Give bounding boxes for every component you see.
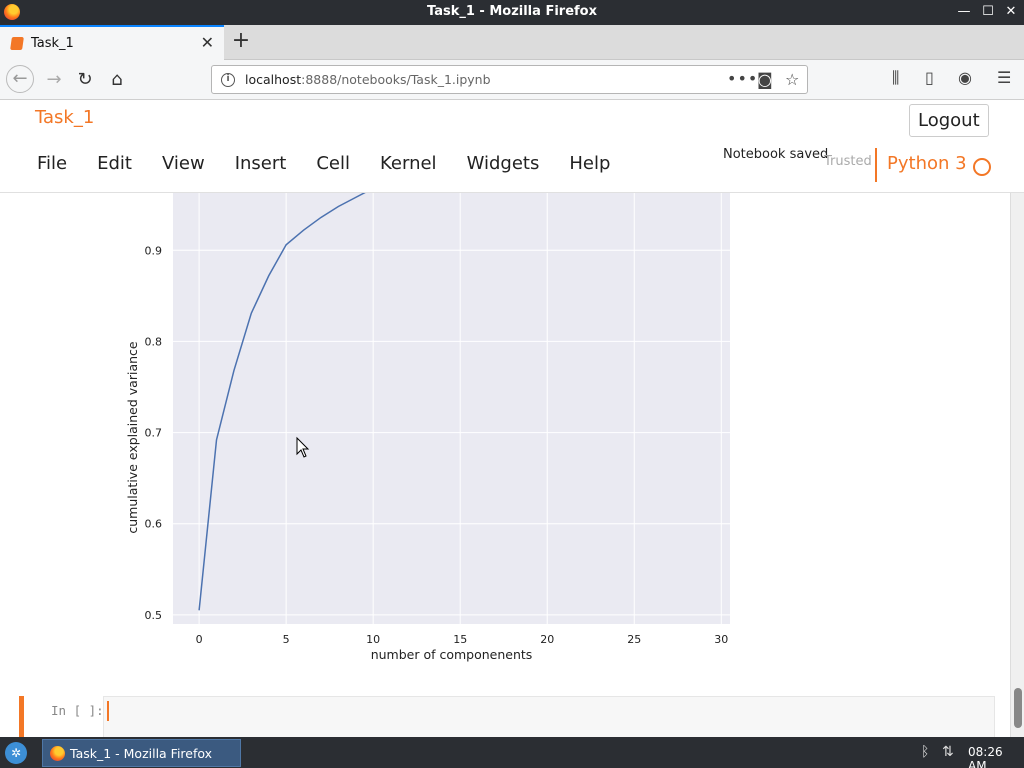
text-cursor [107,701,109,721]
y-tick-label: 0.8 [145,335,163,348]
home-icon[interactable]: ⌂ [111,69,123,90]
notebook-status: Notebook saved [723,147,829,162]
kernel-separator [875,148,877,182]
menu-item-widgets[interactable]: Widgets [466,153,540,174]
jupyter-notebook-icon [10,37,24,50]
back-arrow-icon[interactable]: ← [6,65,34,93]
x-tick-label: 25 [627,633,641,646]
menu-item-file[interactable]: File [37,153,68,174]
forward-arrow-icon[interactable]: → [46,69,62,90]
site-info-icon[interactable]: i [221,73,235,87]
notebook-name[interactable]: Task_1 [35,107,95,128]
tab-label: Task_1 [31,36,74,51]
series-line [198,193,366,611]
notebook-area: 0 5 10 15 20 25 30 0.5 0.6 0.7 0.8 0.9 number of c… [0,193,1024,737]
clock: 08:26 AM [968,745,1003,768]
x-tick-label: 15 [453,633,467,646]
taskbar: ✲ Task_1 - Mozilla Firefox ᛒ ⇅ 08:26 AM [0,737,1024,768]
x-tick-labels: 0 5 10 15 20 25 30 [196,633,729,646]
kernel-name[interactable]: Python 3 [887,153,967,174]
page-scrollbar[interactable] [1010,193,1024,737]
jupyter-header: Task_1 Logout File Edit View Insert Cell Kern… [0,101,1024,193]
scrollbar-thumb[interactable] [1014,688,1022,728]
y-tick-label: 0.6 [145,518,163,531]
url-host: localhost [245,72,302,87]
variance-chart: 0 5 10 15 20 25 30 0.5 0.6 0.7 0.8 0.9 number of c… [125,193,730,662]
sidebar-icon[interactable]: ▯ [925,68,934,87]
taskbar-item-label: Task_1 - Mozilla Firefox [70,746,213,761]
new-tab-icon[interactable]: + [231,28,251,53]
x-tick-label: 0 [196,633,203,646]
series-group [198,193,366,611]
bookmark-star-icon[interactable]: ☆ [785,70,800,89]
library-icon[interactable]: ⫼ [892,68,900,87]
url-path: :8888/notebooks/Task_1.ipynb [301,72,491,87]
grid-lines [173,193,730,624]
taskbar-item-firefox[interactable]: Task_1 - Mozilla Firefox [42,739,241,767]
url-bar[interactable]: i localhost:8888/notebooks/Task_1.ipynb … [211,65,808,94]
logout-button[interactable]: Logout [909,104,989,137]
minimize-icon[interactable]: — [957,4,971,19]
trusted-indicator[interactable]: Trusted [824,154,872,169]
kernel-idle-icon [973,158,991,176]
firefox-logo-icon [4,4,20,20]
menu-bar: File Edit View Insert Cell Kernel Widgets Help [22,153,625,175]
menu-item-view[interactable]: View [161,153,205,174]
navigation-bar: ← → ↻ ⌂ i localhost:8888/notebooks/Task_… [0,60,1024,100]
y-tick-label: 0.7 [145,427,163,440]
pocket-icon[interactable]: ◙ [757,70,773,89]
x-tick-label: 30 [714,633,728,646]
menu-item-help[interactable]: Help [569,153,611,174]
url-text[interactable]: localhost:8888/notebooks/Task_1.ipynb [245,72,491,87]
menu-item-kernel[interactable]: Kernel [380,153,437,174]
tab-strip: Task_1 ✕ + [0,25,1024,60]
y-tick-label: 0.9 [145,244,163,257]
reload-icon[interactable]: ↻ [77,69,93,90]
network-icon[interactable]: ⇅ [942,744,954,760]
x-tick-label: 5 [283,633,290,646]
y-tick-label: 0.5 [145,609,163,622]
code-input[interactable] [103,696,995,737]
plot-background [173,193,730,624]
x-tick-label: 20 [540,633,554,646]
bluetooth-icon[interactable]: ᛒ [921,744,930,760]
code-cell[interactable]: In [ ]: [19,696,995,737]
page-actions-icon[interactable]: ••• [727,69,759,88]
cell-prompt: In [ ]: [51,703,104,718]
mouse-pointer-icon [296,436,310,458]
y-axis-label: cumulative explained variance [125,341,140,534]
close-tab-icon[interactable]: ✕ [200,33,214,52]
x-tick-label: 10 [366,633,380,646]
menu-item-insert[interactable]: Insert [234,153,287,174]
menu-item-cell[interactable]: Cell [316,153,350,174]
hamburger-menu-icon[interactable]: ☰ [997,68,1012,87]
firefox-taskbar-icon [50,746,65,761]
browser-tab[interactable]: Task_1 ✕ [0,25,224,60]
start-menu-icon[interactable]: ✲ [5,742,27,764]
menu-item-edit[interactable]: Edit [97,153,132,174]
account-icon[interactable]: ◉ [958,68,972,87]
close-window-icon[interactable]: ✕ [1005,4,1017,19]
y-tick-labels: 0.5 0.6 0.7 0.8 0.9 [145,244,163,622]
window-title: Task_1 - Mozilla Firefox [427,4,597,19]
maximize-icon[interactable]: ☐ [982,4,994,19]
x-axis-label: number of componenents [371,647,533,662]
window-titlebar: Task_1 - Mozilla Firefox — ☐ ✕ [0,0,1024,25]
